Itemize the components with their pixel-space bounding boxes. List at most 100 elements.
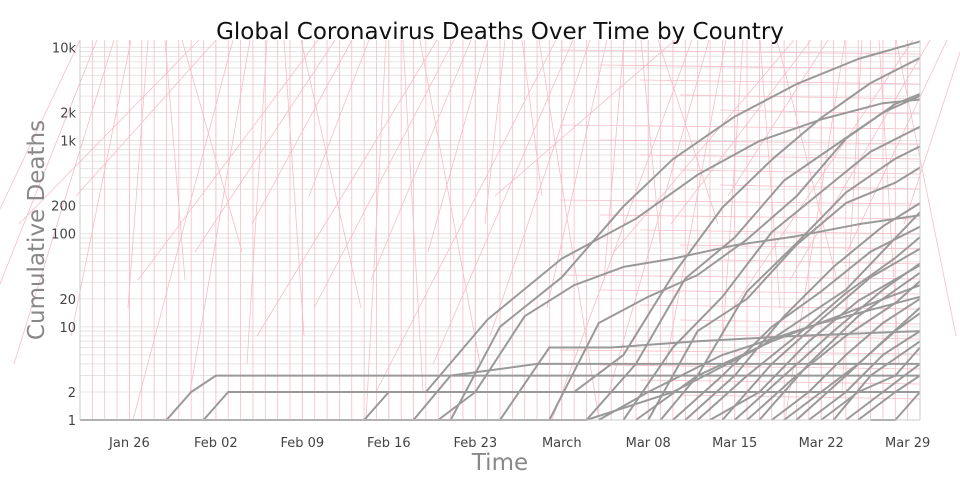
series-line-3 xyxy=(425,98,921,393)
overlay-diagonal-line xyxy=(402,39,424,393)
overlay-diagonal-line xyxy=(776,39,838,281)
chart-title: Global Coronavirus Deaths Over Time by C… xyxy=(216,19,784,45)
series-line-27 xyxy=(499,330,921,421)
overlay-layer xyxy=(0,39,960,421)
series-line-34 xyxy=(857,374,921,421)
overlay-mesh-line xyxy=(679,94,921,100)
axis-layer: 1 2 10 20 100 200 1k 2k 10k Jan 26 Feb 02 Feb 09 Feb… xyxy=(51,40,930,451)
overlay-diagonal-line xyxy=(419,39,481,365)
series-line-7 xyxy=(622,125,921,421)
overlay-diagonal-line xyxy=(538,39,600,421)
y-tick-label: 20 xyxy=(59,293,76,308)
overlay-diagonal-line xyxy=(846,39,948,253)
overlay-diagonal-line xyxy=(732,39,914,309)
overlay-diagonal-line xyxy=(308,39,370,197)
overlay-diagonal-line xyxy=(365,39,387,421)
overlay-mesh-line xyxy=(559,274,921,280)
y-tick-label: 1k xyxy=(60,135,76,150)
series-line-14 xyxy=(721,247,921,421)
y-tick-label: 2 xyxy=(68,386,76,401)
series-line-6 xyxy=(585,94,921,421)
overlay-diagonal-line xyxy=(313,39,455,309)
overlay-mesh-line xyxy=(719,109,921,115)
overlay-mesh-line xyxy=(679,244,921,250)
series-line-20 xyxy=(820,346,921,421)
overlay-mesh-line xyxy=(719,184,921,190)
x-tick-label: March xyxy=(542,436,582,451)
series-line-17 xyxy=(771,297,921,421)
overlay-diagonal-line xyxy=(670,39,812,225)
overlay-diagonal-line xyxy=(878,39,900,365)
overlay-diagonal-line xyxy=(665,39,727,365)
overlay-diagonal-line xyxy=(137,39,319,281)
series-line-8 xyxy=(437,214,921,421)
overlay-diagonal-line xyxy=(70,39,132,337)
series-line-29 xyxy=(635,284,921,421)
overlay-diagonal-line xyxy=(370,39,472,281)
overlay-diagonal-line xyxy=(283,39,305,337)
overlay-diagonal-line xyxy=(18,39,200,225)
overlay-diagonal-line xyxy=(489,39,591,337)
overlay-diagonal-line xyxy=(13,39,115,365)
x-tick-label: Mar 15 xyxy=(712,436,757,451)
overlay-mesh-line xyxy=(599,64,921,70)
overlay-diagonal-line xyxy=(895,39,957,337)
series-line-33 xyxy=(832,340,921,421)
x-tick-label: Mar 08 xyxy=(626,436,671,451)
overlay-diagonal-line xyxy=(0,39,81,210)
x-tick-label: Feb 23 xyxy=(453,436,497,451)
x-tick-label: Feb 09 xyxy=(281,436,325,451)
x-axis-title: Time xyxy=(471,450,528,476)
overlay-diagonal-line xyxy=(181,39,243,253)
series-line-32 xyxy=(795,307,921,421)
overlay-mesh-line xyxy=(599,289,921,295)
overlay-mesh-line xyxy=(679,169,921,175)
series-line-11 xyxy=(684,202,921,421)
x-tick-label: Mar 29 xyxy=(885,436,930,451)
overlay-diagonal-line xyxy=(375,39,557,393)
overlay-mesh-line xyxy=(559,199,921,205)
overlay-diagonal-line xyxy=(251,39,353,225)
overlay-mesh-line xyxy=(639,79,921,85)
overlay-diagonal-line xyxy=(727,39,829,197)
overlay-mesh-line xyxy=(559,49,921,55)
overlay-diagonal-line xyxy=(494,39,676,197)
overlay-mesh-line xyxy=(679,319,921,325)
overlay-mesh-line xyxy=(639,379,921,385)
overlay-diagonal-line xyxy=(432,39,574,365)
x-tick-label: Feb 16 xyxy=(367,436,411,451)
overlay-diagonal-line xyxy=(841,39,863,393)
x-tick-label: Jan 26 xyxy=(108,436,150,451)
y-tick-label: 2k xyxy=(60,106,76,121)
overlay-diagonal-line xyxy=(189,39,251,393)
overlay-diagonal-line xyxy=(427,39,489,253)
x-tick-label: Mar 22 xyxy=(799,436,844,451)
y-axis-title: Cumulative Deaths xyxy=(24,120,50,340)
overlay-diagonal-line xyxy=(300,39,362,309)
overlay-diagonal-line xyxy=(75,39,217,197)
series-line-2 xyxy=(449,40,921,421)
overlay-mesh-line xyxy=(599,139,921,145)
overlay-mesh-line xyxy=(639,154,921,160)
x-tick-label: Feb 02 xyxy=(194,436,238,451)
overlay-diagonal-line xyxy=(613,39,795,253)
overlay-diagonal-line xyxy=(551,39,693,421)
series-line-23 xyxy=(165,374,920,421)
overlay-mesh-line xyxy=(559,349,921,355)
series-layer xyxy=(80,40,921,421)
series-line-30 xyxy=(734,262,921,421)
y-tick-label: 1 xyxy=(68,414,76,429)
y-tick-label: 200 xyxy=(51,200,76,215)
overlay-diagonal-line xyxy=(521,39,543,197)
y-tick-label: 10 xyxy=(59,321,76,336)
series-line-19 xyxy=(808,330,921,421)
overlay-diagonal-line xyxy=(132,39,234,421)
overlay-diagonal-line xyxy=(903,50,960,225)
overlay-diagonal-line xyxy=(194,39,336,253)
overlay-diagonal-line xyxy=(657,39,719,225)
series-line-25 xyxy=(363,391,920,421)
y-tick-label: 100 xyxy=(51,228,76,243)
overlay-mesh-line xyxy=(599,364,921,370)
overlay-diagonal-line xyxy=(127,39,149,309)
